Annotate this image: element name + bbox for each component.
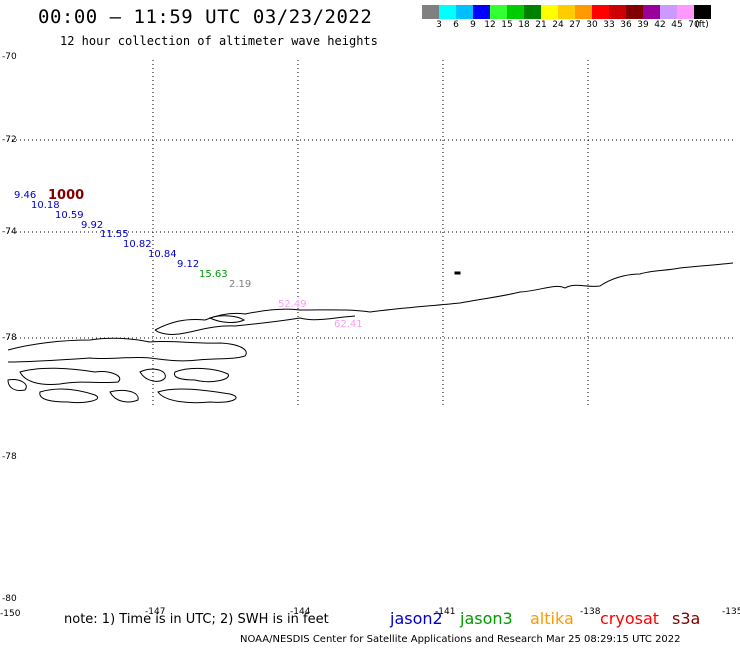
legend-swatch: [575, 5, 592, 19]
legend-label: 24: [552, 20, 564, 30]
legend-labels: 3 6 9 12 15 18 21 24 27 30 33 36 39 42 45 70 (ft): [422, 19, 711, 31]
legend-swatch: [507, 5, 524, 19]
satellite-altika: altika: [530, 609, 574, 628]
satellite-jason3: jason3: [460, 609, 513, 628]
swh-reading: 10.82: [123, 239, 152, 250]
legend-label: 6: [453, 20, 459, 30]
legend-label: 42: [654, 20, 666, 30]
legend-label: 39: [637, 20, 649, 30]
legend-label: 9: [470, 20, 476, 30]
color-scale-legend: 3 6 9 12 15 18 21 24 27 30 33 36 39 42 45 70 (ft): [422, 5, 711, 31]
lat-label: -74: [2, 227, 17, 237]
legend-swatch: [609, 5, 626, 19]
legend-label: 18: [518, 20, 530, 30]
legend-swatch: [439, 5, 456, 19]
swh-reading: 10.84: [148, 249, 177, 260]
legend-label: 27: [569, 20, 581, 30]
legend-label: 70: [688, 20, 700, 30]
swh-reading: 10.59: [55, 210, 84, 221]
legend-swatch: [541, 5, 558, 19]
legend-swatch: [490, 5, 507, 19]
swh-reading: 9.12: [177, 259, 200, 270]
coastline: [7, 262, 734, 404]
graticule: [8, 60, 733, 408]
footnote: note: 1) Time is in UTC; 2) SWH is in fe…: [64, 612, 329, 627]
legend-swatch: [558, 5, 575, 19]
swh-reading: 9.46: [14, 190, 37, 201]
legend-swatch: [694, 5, 711, 19]
swh-reading: 62.41: [334, 319, 363, 330]
legend-label: 12: [484, 20, 496, 30]
swh-reading: 10.18: [31, 200, 60, 211]
legend-swatch: [592, 5, 609, 19]
legend-label: 36: [620, 20, 632, 30]
lat-label: -78: [2, 333, 17, 343]
legend-swatch: [660, 5, 677, 19]
satellite-jason2: jason2: [390, 609, 443, 628]
chart-subtitle: 12 hour collection of altimeter wave hei…: [60, 34, 378, 48]
legend-label: 15: [501, 20, 513, 30]
legend-label: 30: [586, 20, 598, 30]
swh-reading: 1000: [48, 188, 85, 203]
legend-swatch: [677, 5, 694, 19]
legend-swatch: [524, 5, 541, 19]
legend-label: 33: [603, 20, 615, 30]
lon-label: -150: [0, 609, 21, 619]
legend-swatch: [626, 5, 643, 19]
lon-label: -138: [580, 607, 601, 617]
legend-swatch: [643, 5, 660, 19]
lon-label: -135: [722, 607, 740, 617]
lat-label: -78: [2, 452, 17, 462]
swh-reading: 11.55: [100, 229, 129, 240]
swh-reading: 15.63: [199, 269, 228, 280]
legend-label: 3: [436, 20, 442, 30]
swh-reading: 2.19: [229, 279, 252, 290]
lat-label: -80: [2, 594, 17, 604]
credit-footer: NOAA/NESDIS Center for Satellite Applica…: [240, 634, 681, 645]
lon-label: -144: [290, 607, 311, 617]
legend-swatch: [456, 5, 473, 19]
legend-label: 21: [535, 20, 547, 30]
legend-label: 45: [671, 20, 683, 30]
swh-reading: 52.49: [278, 299, 307, 310]
chart-title: 00:00 – 11:59 UTC 03/23/2022: [38, 6, 373, 28]
satellite-s3a: s3a: [672, 609, 701, 628]
lat-label: -70: [2, 52, 17, 62]
satellite-cryosat: cryosat: [600, 609, 660, 628]
swh-reading: 9.92: [81, 220, 104, 231]
legend-swatches: [422, 5, 711, 19]
lon-label: -141: [435, 607, 456, 617]
lon-label: -147: [145, 607, 166, 617]
lat-label: -72: [2, 135, 17, 145]
legend-swatch: [473, 5, 490, 19]
legend-label: (ft): [695, 20, 709, 30]
legend-swatch: [422, 5, 439, 19]
